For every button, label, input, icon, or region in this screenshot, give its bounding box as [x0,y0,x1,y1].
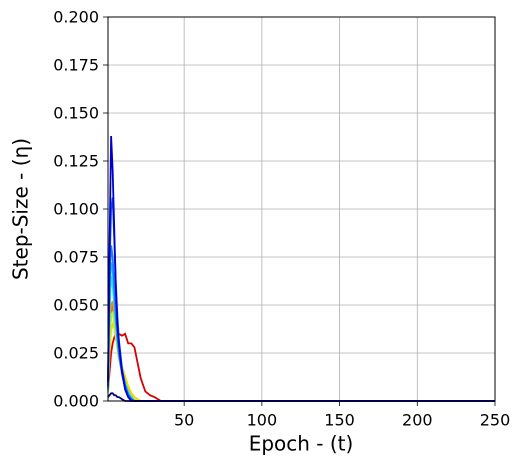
series-line [107,245,495,402]
x-tick-label: 50 [174,411,194,430]
y-tick-label: 0.025 [53,344,99,363]
y-tick-label: 0.100 [53,200,99,219]
x-tick-label: 150 [324,411,355,430]
series-line [107,392,495,402]
x-tick-label: 100 [247,411,278,430]
y-tick-label: 0.200 [53,8,99,27]
y-tick-label: 0.000 [53,392,99,411]
series-line [107,197,495,402]
x-tick-label: 250 [480,411,511,430]
y-tick-label: 0.125 [53,152,99,171]
series-line [107,135,495,402]
x-tick-label: 200 [402,411,433,430]
series-line [107,300,495,402]
y-tick-label: 0.150 [53,104,99,123]
series-line [107,310,495,402]
y-tick-label: 0.050 [53,296,99,315]
series-line [107,276,495,402]
series-line [107,321,495,402]
y-tick-label: 0.175 [53,56,99,75]
series-line [107,330,495,402]
y-axis-label: Step-Size - (η) [9,138,33,280]
plot-frame [107,16,496,402]
x-axis-label: Epoch - (t) [249,432,354,456]
series-line [107,262,495,402]
y-tick-label: 0.075 [53,248,99,267]
